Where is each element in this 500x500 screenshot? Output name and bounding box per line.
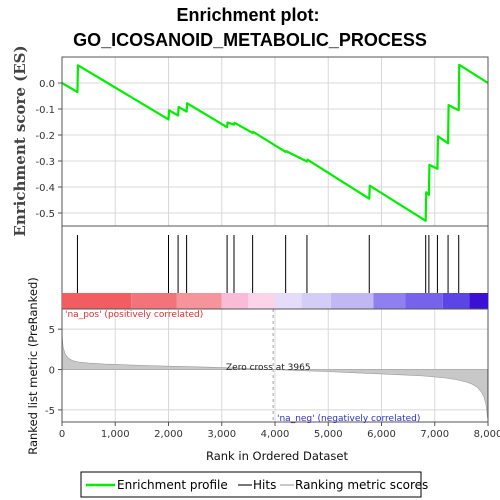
metric-tick-label: 0 bbox=[49, 366, 55, 377]
x-tick-label: 8,000 bbox=[474, 429, 500, 440]
colorbar-segment bbox=[405, 293, 443, 309]
legend: Enrichment profile Hits Ranking metric s… bbox=[80, 471, 428, 498]
colorbar-segment bbox=[301, 293, 331, 309]
positive-correlation-label: 'na_pos' (positively correlated) bbox=[65, 310, 203, 320]
colorbar-segment bbox=[131, 293, 177, 309]
es-grid bbox=[61, 57, 489, 226]
es-tick-label: -0.3 bbox=[35, 157, 55, 168]
es-tick-label: -0.2 bbox=[35, 131, 55, 142]
metric-tick-label: 5 bbox=[49, 325, 55, 336]
colorbar-segment bbox=[469, 293, 488, 309]
ranking-metric-layer bbox=[61, 333, 488, 418]
colorbar-segment bbox=[176, 293, 222, 309]
x-tick-label: 0 bbox=[59, 429, 65, 440]
x-tick-label: 6,000 bbox=[367, 429, 396, 440]
colorbar-segment bbox=[373, 293, 406, 309]
metric-tick-label: -5 bbox=[45, 406, 55, 417]
colorbar-segment bbox=[248, 293, 275, 309]
x-tick-label: 7,000 bbox=[420, 429, 449, 440]
legend-hits-label: Hits bbox=[253, 478, 276, 492]
rank-colorbar bbox=[62, 293, 488, 309]
legend-profile-label: Enrichment profile bbox=[117, 478, 228, 492]
colorbar-segment bbox=[330, 293, 374, 309]
chart-subtitle: GO_ICOSANOID_METABOLIC_PROCESS bbox=[73, 30, 427, 50]
x-tick-label: 5,000 bbox=[314, 429, 343, 440]
es-tick-label: -0.1 bbox=[35, 105, 55, 116]
colorbar-segment bbox=[62, 293, 132, 309]
es-tick-label: 0.0 bbox=[39, 79, 55, 90]
es-tick-label: -0.5 bbox=[35, 209, 55, 220]
hits-layer bbox=[76, 235, 460, 295]
es-axis-ticks: 0.0 -0.1 -0.2 -0.3 -0.4 -0.5 bbox=[35, 79, 62, 220]
es-axis-label: Enrichment score (ES) bbox=[11, 45, 29, 236]
zero-cross-label: Zero cross at 3965 bbox=[226, 363, 311, 373]
legend-metric-label: Ranking metric scores bbox=[295, 478, 428, 492]
enrichment-profile-layer bbox=[61, 63, 489, 222]
colorbar-segment bbox=[442, 293, 470, 309]
es-tick-label: -0.4 bbox=[35, 183, 55, 194]
x-axis-label: Rank in Ordered Dataset bbox=[206, 449, 349, 463]
x-tick-label: 2,000 bbox=[154, 429, 183, 440]
metric-axis-label: Ranked list metric (PreRanked) bbox=[26, 277, 40, 455]
negative-correlation-label: 'na_neg' (negatively correlated) bbox=[277, 414, 420, 424]
x-tick-label: 3,000 bbox=[207, 429, 236, 440]
ranking-metric-area bbox=[61, 333, 488, 418]
x-axis-ticks: 0 1,000 2,000 3,000 4,000 5,000 6,000 7,000 8,00… bbox=[59, 422, 500, 440]
x-tick-label: 4,000 bbox=[261, 429, 290, 440]
chart-title: Enrichment plot: bbox=[177, 5, 320, 25]
x-tick-label: 1,000 bbox=[101, 429, 130, 440]
metric-axis-ticks: 5 0 -5 bbox=[45, 325, 62, 417]
colorbar-segment bbox=[275, 293, 302, 309]
enrichment-profile-line bbox=[61, 63, 489, 222]
colorbar-segment bbox=[221, 293, 249, 309]
